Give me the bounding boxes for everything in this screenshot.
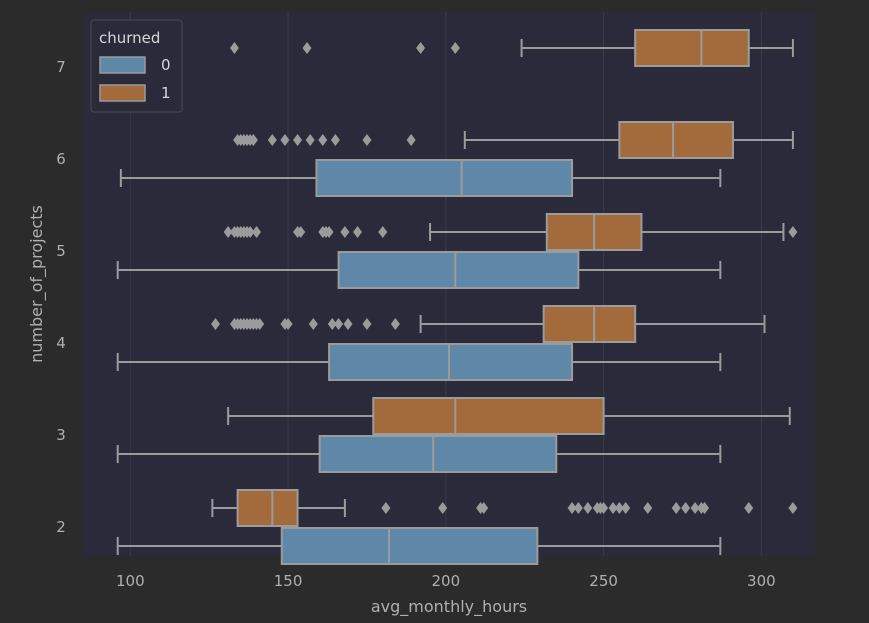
series-0 — [116, 159, 722, 565]
outlier-point — [479, 502, 489, 514]
outlier-point — [283, 318, 293, 330]
y-tick-label: 5 — [56, 242, 66, 260]
box — [236, 489, 299, 527]
outlier-point — [362, 318, 372, 330]
box — [280, 527, 539, 565]
outlier-point — [614, 502, 624, 514]
outlier-point — [671, 502, 681, 514]
outlier-point — [255, 318, 265, 330]
legend: churned 0 1 — [90, 19, 183, 113]
x-tick-label: 300 — [747, 572, 776, 590]
outlier-point — [353, 226, 362, 238]
x-tick-label: 250 — [589, 572, 618, 590]
box — [318, 435, 558, 473]
outlier-point — [340, 226, 350, 238]
legend-swatch-1 — [99, 84, 146, 102]
outlier-point — [406, 134, 416, 146]
outlier-point — [330, 134, 340, 146]
x-axis-label: avg_monthly_hours — [371, 597, 527, 617]
outlier-point — [599, 502, 609, 514]
outlier-point — [381, 502, 391, 514]
box — [328, 343, 574, 381]
box — [315, 159, 574, 197]
outlier-point — [583, 502, 593, 514]
outlier-point — [416, 42, 426, 54]
outlier-point — [643, 502, 653, 514]
outlier-point — [438, 502, 448, 514]
outlier-point — [621, 502, 631, 514]
y-tick-label: 4 — [56, 334, 66, 352]
y-tick-label: 6 — [56, 150, 66, 168]
outlier-point — [296, 226, 306, 238]
outlier-point — [378, 226, 388, 238]
outlier-point — [343, 318, 353, 330]
y-tick-label: 2 — [56, 518, 66, 536]
outlier-point — [324, 226, 334, 238]
legend-label-0: 0 — [161, 56, 171, 74]
axis-ticks: 100 150 200 250 300 7 6 5 4 3 2 — [56, 58, 775, 590]
legend-label-1: 1 — [161, 84, 171, 102]
outlier-point — [334, 318, 344, 330]
y-tick-label: 3 — [56, 426, 66, 444]
outlier-point — [681, 502, 691, 514]
outlier-point — [302, 42, 312, 54]
outlier-point — [267, 134, 277, 146]
box — [618, 121, 734, 159]
outlier-point — [700, 502, 710, 514]
outlier-point — [788, 502, 798, 514]
outlier-point — [245, 226, 255, 238]
box — [372, 397, 605, 435]
outlier-point — [305, 134, 315, 146]
x-tick-label: 150 — [274, 572, 303, 590]
outlier-point — [211, 318, 221, 330]
x-tick-label: 200 — [432, 572, 461, 590]
outlier-point — [690, 502, 700, 514]
y-axis-label: number_of_projects — [27, 205, 47, 363]
legend-swatch-0 — [99, 56, 146, 74]
outlier-point — [293, 134, 303, 146]
outlier-point — [223, 226, 233, 238]
x-tick-label: 100 — [116, 572, 145, 590]
outlier-point — [252, 226, 262, 238]
series-1 — [211, 29, 798, 527]
outlier-point — [280, 134, 290, 146]
outlier-point — [318, 134, 328, 146]
outlier-point — [573, 502, 583, 514]
outlier-point — [390, 318, 400, 330]
outlier-point — [567, 502, 577, 514]
outlier-point — [327, 318, 337, 330]
outlier-point — [744, 502, 754, 514]
y-tick-label: 7 — [56, 58, 66, 76]
outlier-point — [608, 502, 618, 514]
outlier-point — [362, 134, 372, 146]
outlier-point — [788, 226, 798, 238]
box-series — [116, 29, 798, 565]
legend-title: churned — [99, 29, 160, 47]
box — [337, 251, 580, 289]
outlier-point — [248, 134, 258, 146]
box — [542, 305, 637, 343]
outlier-point — [308, 318, 318, 330]
outlier-point — [229, 42, 239, 54]
box — [634, 29, 750, 67]
outlier-point — [450, 42, 460, 54]
